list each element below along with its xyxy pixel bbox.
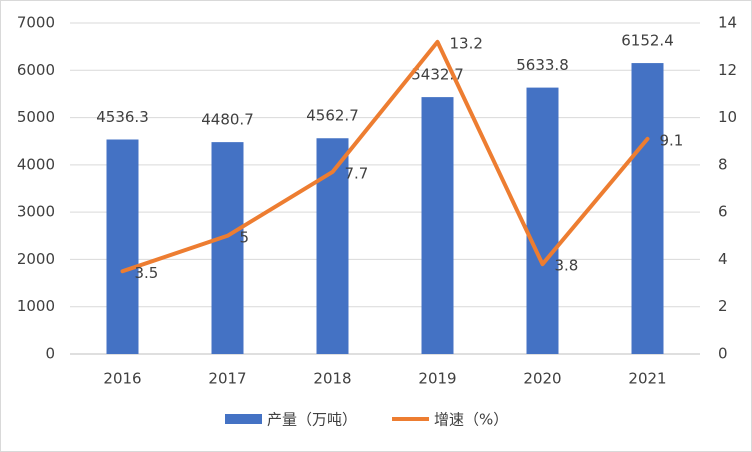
line xyxy=(120,39,650,274)
y-tick-label: 1000 xyxy=(17,297,55,315)
line-value-label: 7.7 xyxy=(345,164,369,182)
x-tick-label: 2018 xyxy=(313,370,351,388)
legend-label: 增速（%） xyxy=(434,411,508,429)
y2-tick-label: 2 xyxy=(718,297,728,315)
bar xyxy=(631,63,664,354)
bar xyxy=(526,87,559,354)
x-tick-label: 2017 xyxy=(208,370,246,388)
y2-tick-label: 6 xyxy=(718,203,728,221)
y2-tick-label: 12 xyxy=(718,61,737,79)
y2-tick-label: 14 xyxy=(718,14,737,32)
line-value-label: 3.5 xyxy=(135,264,159,282)
bar-value-label: 4480.7 xyxy=(201,111,254,129)
bar xyxy=(106,139,139,354)
bar xyxy=(421,97,454,354)
line-value-label: 5 xyxy=(240,228,250,246)
x-tick-label: 2019 xyxy=(418,370,456,388)
y2-tick-label: 8 xyxy=(718,155,728,173)
y-tick-label: 4000 xyxy=(17,155,55,173)
line-value-label: 13.2 xyxy=(450,34,483,52)
bar xyxy=(211,142,244,354)
legend-label: 产量（万吨） xyxy=(267,411,357,429)
y2-tick-label: 10 xyxy=(718,108,737,126)
y-tick-label: 5000 xyxy=(17,108,55,126)
line-value-label: 3.8 xyxy=(555,257,579,275)
bar-value-label: 5633.8 xyxy=(516,56,569,74)
y-tick-label: 6000 xyxy=(17,61,55,79)
y-tick-label: 3000 xyxy=(17,203,55,221)
x-tick-label: 2016 xyxy=(103,370,141,388)
bar-value-label: 4562.7 xyxy=(306,107,359,125)
y-tick-label: 2000 xyxy=(17,250,55,268)
legend-swatch xyxy=(225,414,262,424)
y-tick-label: 0 xyxy=(45,345,55,363)
bar-value-label: 6152.4 xyxy=(621,32,674,50)
y2-tick-label: 4 xyxy=(718,250,728,268)
line-value-label: 9.1 xyxy=(660,131,684,149)
x-tick-label: 2021 xyxy=(628,370,666,388)
bar-value-label: 4536.3 xyxy=(96,108,149,126)
y2-tick-label: 0 xyxy=(718,345,728,363)
x-tick-label: 2020 xyxy=(523,370,561,388)
y-tick-label: 7000 xyxy=(17,14,55,32)
